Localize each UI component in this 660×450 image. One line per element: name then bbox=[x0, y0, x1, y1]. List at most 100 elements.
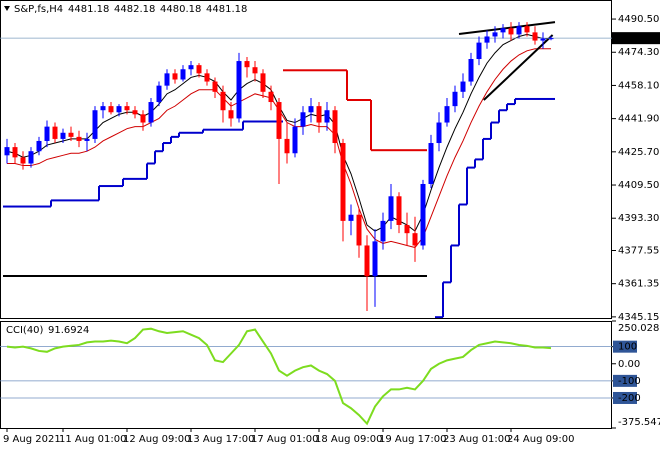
price-panel-frame bbox=[0, 0, 612, 319]
candle-body bbox=[60, 132, 66, 139]
candle-body bbox=[500, 28, 506, 33]
y-tick-label: 250.028 bbox=[618, 323, 659, 334]
x-tick-label: 13 Aug 17:00 bbox=[187, 434, 254, 445]
candle-body bbox=[316, 106, 322, 123]
candle-body bbox=[84, 138, 90, 141]
x-tick-label: 17 Aug 01:00 bbox=[251, 434, 318, 445]
candle-body bbox=[284, 138, 290, 154]
ohlc-open: 4481.18 bbox=[68, 4, 109, 15]
candle-body bbox=[108, 106, 114, 113]
collapse-arrow bbox=[4, 6, 10, 11]
candle-body bbox=[124, 106, 130, 111]
candle-body bbox=[364, 245, 370, 277]
candle-body bbox=[36, 140, 42, 152]
y-tick-label: 4425.70 bbox=[618, 147, 659, 158]
candle-body bbox=[476, 42, 482, 60]
candle-body bbox=[164, 73, 170, 86]
candle-body bbox=[148, 102, 154, 123]
candle-body bbox=[460, 81, 466, 92]
x-tick-label: 9 Aug 2021 bbox=[3, 434, 61, 445]
y-tick-label: 4441.90 bbox=[618, 114, 659, 125]
candle-body bbox=[308, 106, 314, 113]
candle-body bbox=[244, 61, 250, 68]
candle-body bbox=[12, 147, 18, 158]
level-label-box bbox=[613, 391, 637, 404]
axes: 4490.50 4474.30 4458.10 4441.90 4425.70 4409.… bbox=[3, 14, 660, 445]
y-tick-label: -200 bbox=[618, 393, 641, 404]
price-plot bbox=[0, 21, 612, 318]
trendline bbox=[458, 21, 556, 36]
candle-body bbox=[4, 147, 10, 156]
cci-title: CCI(40) bbox=[6, 325, 44, 336]
y-tick-label: 4474.30 bbox=[618, 47, 659, 58]
candle-body bbox=[76, 136, 82, 141]
candle-body bbox=[52, 126, 58, 139]
y-tick-label: 100 bbox=[618, 342, 637, 353]
y-tick-label: 0.00 bbox=[618, 359, 640, 370]
candle-body bbox=[20, 157, 26, 164]
candle-body bbox=[444, 106, 450, 123]
y-tick-label: -375.5478 bbox=[618, 417, 660, 428]
level-label-box bbox=[613, 374, 637, 387]
x-tick-label: 18 Aug 09:00 bbox=[315, 434, 382, 445]
candle-body bbox=[236, 61, 242, 119]
y-tick-label: 4361.35 bbox=[618, 279, 659, 290]
candle-body bbox=[252, 67, 258, 74]
candle-body bbox=[540, 38, 546, 41]
candle-body bbox=[388, 196, 394, 221]
x-tick-label: 12 Aug 09:00 bbox=[123, 434, 190, 445]
candle-body bbox=[548, 38, 554, 40]
cci-value: 91.6924 bbox=[48, 325, 89, 336]
y-tick-label: 4458.10 bbox=[618, 80, 659, 91]
candle-body bbox=[268, 91, 274, 103]
candle-body bbox=[92, 110, 98, 139]
candle-body bbox=[412, 233, 418, 246]
candle-body bbox=[524, 26, 530, 33]
cci-plot bbox=[0, 327, 612, 426]
ohlc-high: 4482.18 bbox=[114, 4, 155, 15]
candle-body bbox=[260, 73, 266, 92]
y-tick-label: -100 bbox=[618, 376, 641, 387]
ohlc-close: 4481.18 bbox=[206, 4, 247, 15]
candle-body bbox=[380, 220, 386, 242]
candle-body bbox=[452, 91, 458, 107]
candle-body bbox=[508, 28, 514, 35]
candle-body bbox=[116, 106, 122, 113]
candle-body bbox=[180, 69, 186, 80]
x-tick-label: 24 Aug 09:00 bbox=[507, 434, 574, 445]
candle-body bbox=[516, 26, 522, 35]
ohlc-low: 4480.18 bbox=[160, 4, 201, 15]
candle-body bbox=[420, 183, 426, 246]
candle-body bbox=[492, 32, 498, 37]
candle-body bbox=[188, 65, 194, 70]
candle-body bbox=[28, 151, 34, 164]
y-tick-label: 4409.50 bbox=[618, 180, 659, 191]
price-tag bbox=[612, 32, 660, 45]
candle-body bbox=[372, 241, 378, 277]
y-tick-label: 4490.50 bbox=[618, 14, 659, 25]
candle-body bbox=[532, 32, 538, 41]
candle-body bbox=[204, 73, 210, 82]
candle-body bbox=[324, 110, 330, 123]
candle-body bbox=[68, 132, 74, 137]
candle-body bbox=[436, 122, 442, 144]
candle-body bbox=[300, 112, 306, 127]
trendline bbox=[483, 34, 554, 101]
candle-body bbox=[348, 214, 354, 221]
chart-title: S&P,fs,H4 bbox=[14, 4, 63, 15]
candle-body bbox=[396, 196, 402, 225]
cci-panel-frame bbox=[0, 321, 612, 429]
candle-body bbox=[100, 106, 106, 111]
candle-body bbox=[132, 110, 138, 115]
candle-body bbox=[292, 126, 298, 154]
candle-body bbox=[340, 143, 346, 221]
price-tag-label: 4481.18 bbox=[618, 33, 659, 44]
level-label-box bbox=[613, 340, 637, 353]
candle-body bbox=[196, 65, 202, 74]
candle-body bbox=[468, 59, 474, 82]
y-tick-label: 4393.30 bbox=[618, 213, 659, 224]
candle-body bbox=[484, 36, 490, 43]
candle-body bbox=[404, 224, 410, 234]
